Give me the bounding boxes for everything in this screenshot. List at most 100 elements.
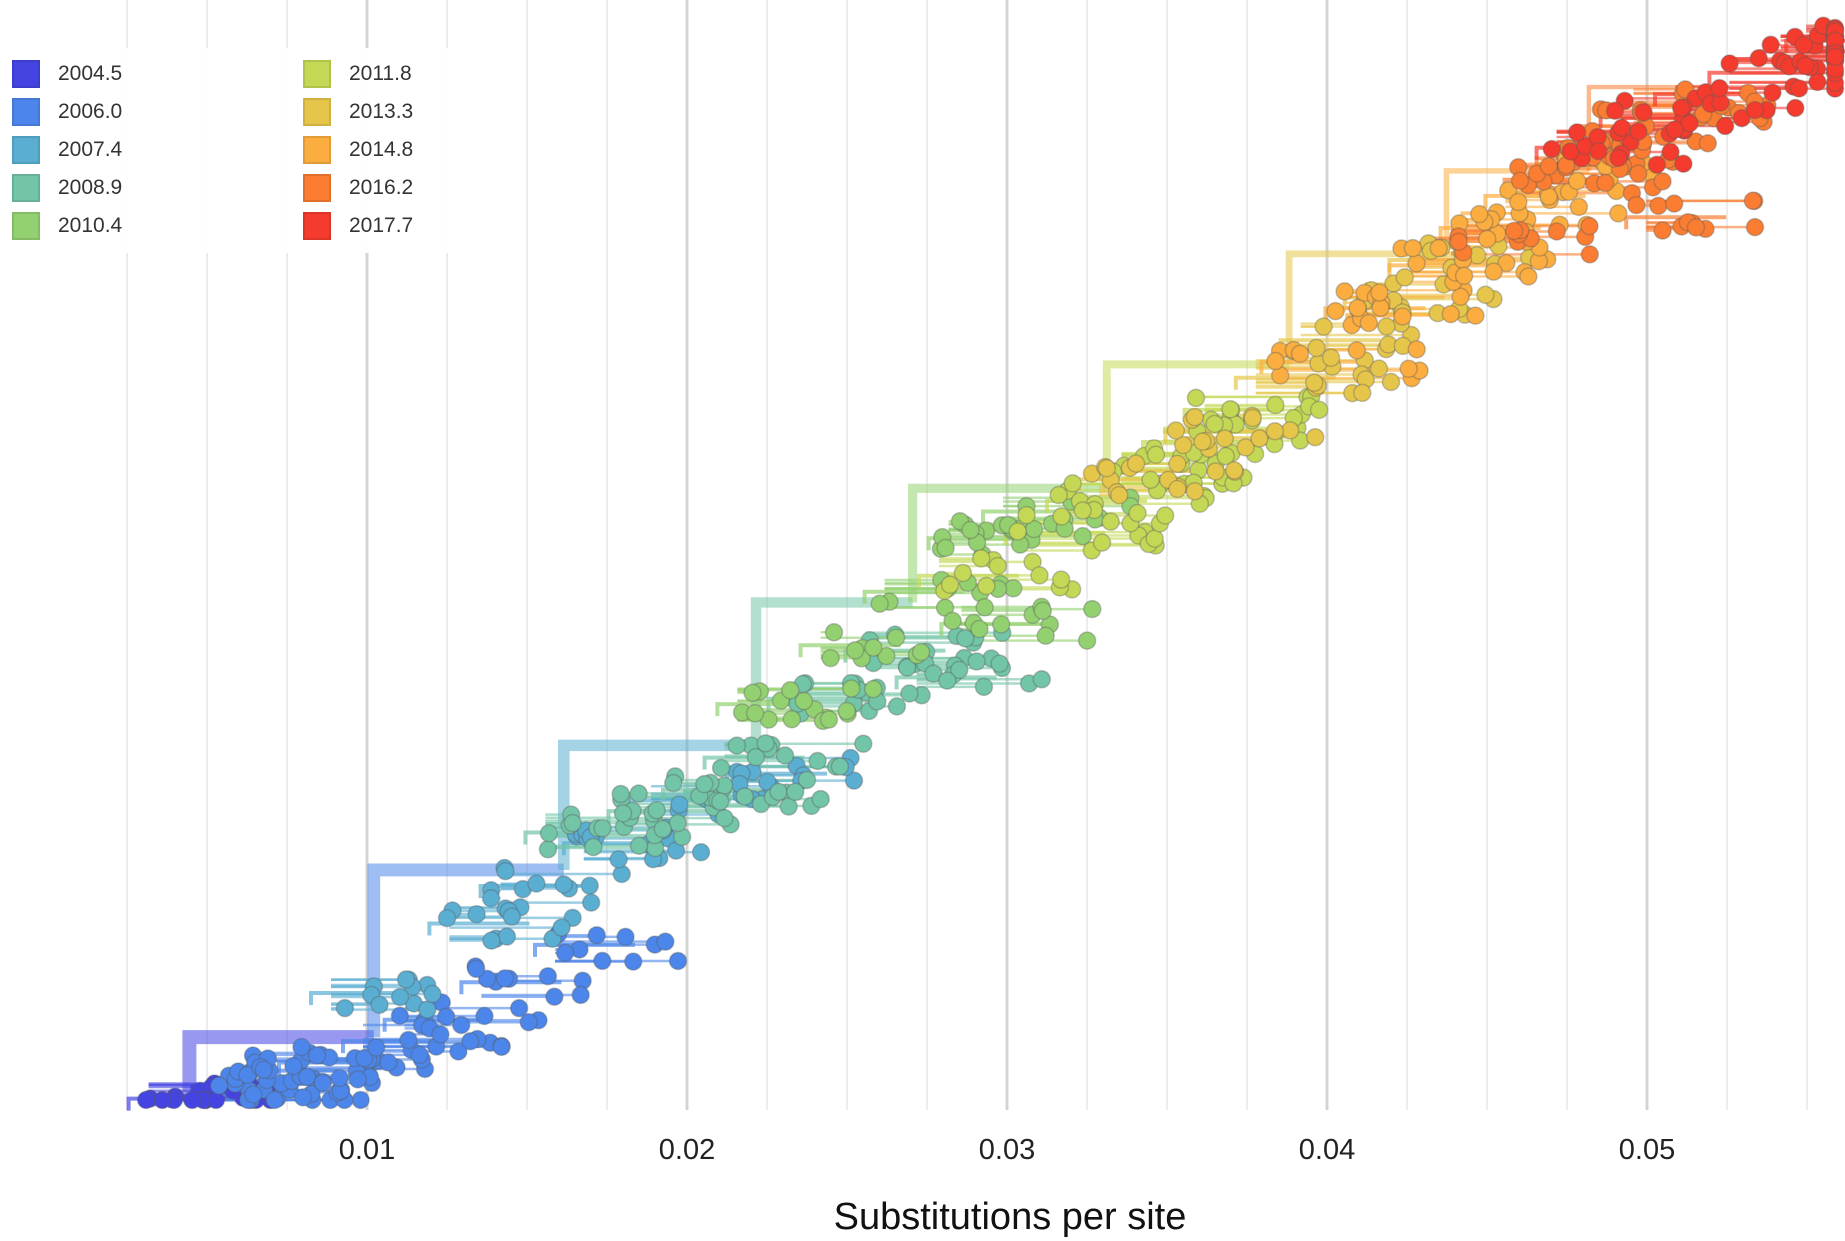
tree-tip[interactable]	[970, 619, 989, 639]
tree-tip[interactable]	[769, 782, 788, 802]
tree-tip[interactable]	[390, 1006, 410, 1026]
tree-tip[interactable]	[1399, 359, 1418, 378]
tree-tip[interactable]	[538, 840, 558, 859]
tree-tip[interactable]	[943, 611, 962, 631]
tree-tip[interactable]	[539, 823, 559, 843]
tree-tip[interactable]	[495, 969, 515, 988]
tree-tip[interactable]	[1326, 301, 1345, 321]
tree-tip[interactable]	[330, 1068, 349, 1088]
tree-tip[interactable]	[482, 931, 501, 950]
tree-tip[interactable]	[1280, 421, 1300, 440]
tree-tip[interactable]	[824, 623, 844, 642]
tree-tip[interactable]	[1407, 340, 1426, 359]
tree-tip[interactable]	[629, 784, 648, 803]
tree-tip[interactable]	[842, 679, 861, 698]
tree-tip[interactable]	[956, 629, 975, 648]
tree-tip[interactable]	[746, 747, 766, 767]
tree-tip[interactable]	[335, 998, 355, 1018]
tree-tip[interactable]	[509, 998, 529, 1018]
tree-tip[interactable]	[475, 1006, 494, 1026]
tree-tip[interactable]	[1634, 103, 1653, 122]
tree-tip[interactable]	[584, 837, 603, 857]
tree-tip[interactable]	[563, 908, 582, 928]
tree-tip[interactable]	[1371, 298, 1390, 318]
tree-tip[interactable]	[775, 746, 795, 765]
tree-tip[interactable]	[1542, 139, 1561, 159]
tree-tip[interactable]	[1377, 317, 1396, 336]
tree-tip[interactable]	[900, 684, 919, 703]
tree-tip[interactable]	[779, 797, 798, 816]
tree-tip[interactable]	[877, 646, 896, 666]
tree-tip[interactable]	[1077, 631, 1097, 650]
tree-tip[interactable]	[1097, 458, 1117, 478]
tree-tip[interactable]	[1710, 78, 1729, 98]
legend-item[interactable]: 2013.3	[303, 95, 413, 129]
tree-tip[interactable]	[1290, 344, 1310, 363]
tree-tip[interactable]	[265, 1090, 284, 1110]
tree-tip[interactable]	[887, 697, 907, 716]
tree-tip[interactable]	[1205, 414, 1224, 434]
tree-tip[interactable]	[1789, 79, 1809, 98]
tree-tip[interactable]	[647, 800, 666, 820]
tree-tip[interactable]	[609, 850, 628, 869]
tree-tip[interactable]	[1128, 503, 1147, 523]
tree-tip[interactable]	[527, 874, 546, 893]
tree-tip[interactable]	[1052, 507, 1071, 526]
tree-tip[interactable]	[1484, 262, 1503, 281]
tree-tip[interactable]	[1509, 192, 1528, 212]
tree-tip[interactable]	[1036, 626, 1055, 646]
tree-tip[interactable]	[1206, 462, 1225, 481]
tree-tip[interactable]	[1304, 373, 1324, 393]
tree-tip[interactable]	[870, 594, 889, 613]
tree-tip[interactable]	[1720, 54, 1739, 73]
tree-tip[interactable]	[1101, 512, 1120, 531]
tree-tip[interactable]	[1017, 505, 1036, 525]
tree-tip[interactable]	[502, 907, 522, 926]
tree-tip[interactable]	[1629, 122, 1648, 141]
tree-tip[interactable]	[563, 813, 582, 833]
tree-tip[interactable]	[1348, 298, 1367, 318]
tree-tip[interactable]	[1569, 197, 1589, 217]
tree-tip[interactable]	[593, 818, 612, 838]
tree-tip[interactable]	[136, 1090, 156, 1110]
tree-tip[interactable]	[1794, 35, 1813, 55]
tree-tip[interactable]	[355, 1048, 374, 1068]
tree-tip[interactable]	[782, 709, 802, 729]
tree-tip[interactable]	[695, 774, 714, 794]
tree-tip[interactable]	[781, 680, 800, 700]
tree-tip[interactable]	[1321, 348, 1341, 368]
tree-tip[interactable]	[1470, 204, 1489, 224]
tree-tip[interactable]	[727, 736, 747, 755]
tree-tip[interactable]	[1155, 506, 1175, 525]
tree-tip[interactable]	[911, 642, 931, 662]
tree-tip[interactable]	[1186, 388, 1206, 408]
tree-tip[interactable]	[1083, 599, 1102, 619]
tree-tip[interactable]	[656, 932, 675, 951]
tree-tip[interactable]	[1661, 142, 1680, 162]
tree-tip[interactable]	[1370, 283, 1389, 302]
tree-tip[interactable]	[711, 758, 731, 778]
tree-tip[interactable]	[611, 784, 630, 804]
tree-tip[interactable]	[1698, 134, 1718, 153]
tree-tip[interactable]	[1314, 317, 1333, 336]
tree-tip[interactable]	[1395, 268, 1414, 287]
tree-tip[interactable]	[953, 563, 973, 583]
tree-tip[interactable]	[1653, 172, 1672, 191]
tree-tip[interactable]	[1266, 351, 1285, 371]
tree-tip[interactable]	[845, 641, 865, 660]
tree-tip[interactable]	[284, 1056, 303, 1076]
tree-tip[interactable]	[1307, 338, 1326, 358]
tree-tip[interactable]	[1825, 47, 1845, 67]
tree-tip[interactable]	[581, 893, 601, 912]
tree-tip[interactable]	[1609, 148, 1628, 168]
tree-tip[interactable]	[1073, 501, 1092, 520]
tree-tip[interactable]	[1051, 570, 1071, 589]
tree-tip[interactable]	[254, 1060, 274, 1080]
tree-tip[interactable]	[209, 1076, 229, 1095]
tree-tip[interactable]	[1073, 526, 1092, 546]
legend-item[interactable]: 2017.7	[303, 209, 413, 243]
tree-tip[interactable]	[821, 648, 840, 668]
legend-item[interactable]: 2007.4	[12, 133, 122, 167]
tree-tip[interactable]	[1173, 435, 1193, 455]
tree-tip[interactable]	[613, 804, 633, 823]
